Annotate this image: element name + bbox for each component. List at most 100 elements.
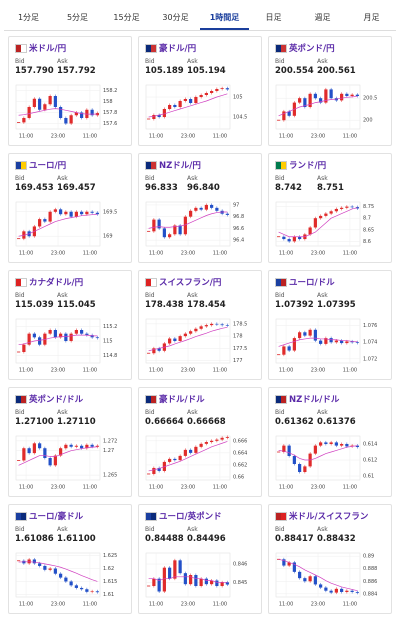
candle: [215, 207, 219, 211]
flag-icon: [15, 44, 27, 53]
ask-value: 200.561: [317, 66, 356, 76]
pair-name[interactable]: 英ポンド/ドル: [29, 395, 84, 405]
x-tick-label: 23:00: [311, 134, 325, 140]
candle: [48, 330, 52, 334]
y-tick-label: 0.888: [363, 566, 377, 572]
candle: [183, 216, 187, 235]
y-tick-label: 115: [103, 339, 113, 345]
candle: [69, 211, 73, 217]
pair-name[interactable]: 米ドル/円: [29, 44, 67, 54]
candle: [85, 211, 89, 215]
y-tick-label: 96.6: [233, 226, 244, 232]
y-tick-label: 0.662: [233, 462, 247, 468]
bid-label: Bid: [145, 292, 155, 299]
candle: [334, 340, 338, 343]
timeframe-tab[interactable]: 月足: [363, 13, 380, 22]
y-tick-label: 0.666: [233, 438, 247, 444]
ask-value: 115.045: [57, 300, 96, 310]
rate-card[interactable]: カナダドル/円 Bid Ask 115.039 115.045 115.2 115 114.8…: [8, 270, 132, 380]
y-tick-label: 96.4: [233, 238, 244, 244]
candle: [319, 340, 323, 344]
timeframe-tab[interactable]: 1分足: [17, 13, 40, 22]
candle: [22, 118, 26, 123]
candle: [48, 458, 52, 466]
pair-name[interactable]: ユーロ/英ポンド: [159, 512, 222, 522]
bid-value: 0.84488: [145, 534, 184, 544]
candle: [173, 338, 177, 341]
candle: [340, 93, 344, 101]
candle: [173, 225, 177, 235]
candle: [313, 218, 317, 228]
pair-name[interactable]: カナダドル/円: [29, 278, 84, 288]
candle: [324, 213, 328, 216]
pair-name[interactable]: 豪ドル/円: [159, 44, 197, 54]
pair-name[interactable]: 米ドル/スイスフラン: [289, 512, 369, 522]
rate-card[interactable]: ユーロ/豪ドル Bid Ask 1.61086 1.61100 1.625 1.62 1.61…: [8, 504, 132, 614]
x-tick-label: 11:00: [19, 251, 33, 257]
candle: [80, 211, 84, 215]
rate-card[interactable]: NZドル/ドル Bid Ask 0.61362 0.61376 0.614 0.612 0.6…: [268, 387, 392, 497]
flag-icon: [145, 44, 157, 53]
rate-card[interactable]: ユーロ/円 Bid Ask 169.453 169.457 169.5 169 11:00 23…: [8, 153, 132, 263]
candle: [74, 112, 78, 116]
rate-card[interactable]: 豪ドル/ドル Bid Ask 0.66664 0.66668 0.666 0.664 0.66…: [138, 387, 262, 497]
candle: [287, 239, 291, 242]
y-tick-label: 178: [233, 334, 243, 340]
candle: [178, 225, 182, 235]
candle: [345, 341, 349, 344]
rate-card[interactable]: 英ポンド/ドル Bid Ask 1.27100 1.27110 1.272 1.27 1.26…: [8, 387, 132, 497]
candle: [345, 206, 349, 208]
pair-name[interactable]: 豪ドル/ドル: [159, 395, 205, 405]
bid-label: Bid: [275, 175, 285, 182]
bid-value: 1.27100: [15, 417, 54, 427]
rate-card[interactable]: 米ドル/スイスフラン Bid Ask 0.88417 0.88432 0.89 0.888 0…: [268, 504, 392, 614]
pair-name[interactable]: ユーロ/円: [29, 161, 67, 171]
candle: [292, 562, 296, 572]
candle: [350, 445, 354, 447]
pair-name[interactable]: NZドル/円: [159, 161, 201, 171]
rate-card[interactable]: 米ドル/円 Bid Ask 157.790 157.792 158.2 158 157.8 15…: [8, 36, 132, 146]
mini-chart: 8.75 8.7 8.65 8.6 11:00 23:00 11:00: [275, 201, 374, 257]
pair-name[interactable]: スイスフラン/円: [159, 278, 222, 288]
rate-card[interactable]: スイスフラン/円 Bid Ask 178.438 178.454 178.5 178 177.…: [138, 270, 262, 380]
candle: [168, 234, 172, 238]
x-tick-label: 11:00: [149, 368, 163, 374]
timeframe-tab[interactable]: 5分足: [66, 13, 89, 22]
candle: [90, 444, 94, 447]
pair-name[interactable]: NZドル/ドル: [289, 395, 340, 405]
candle: [95, 337, 99, 339]
timeframe-tab[interactable]: 1時間足: [200, 8, 249, 30]
rate-card[interactable]: ユーロ/英ポンド Bid Ask 0.84488 0.84496 0.846 0.845 11…: [138, 504, 262, 614]
candle: [194, 207, 198, 211]
y-tick-label: 200.5: [363, 96, 377, 102]
rate-card[interactable]: NZドル/円 Bid Ask 96.833 96.840 97 96.8 96.6 96.4 11…: [138, 153, 262, 263]
timeframe-tab[interactable]: 日足: [265, 13, 282, 22]
rate-card[interactable]: ユーロ/ドル Bid Ask 1.07392 1.07395 1.076 1.074 1.07…: [268, 270, 392, 380]
pair-name[interactable]: ユーロ/豪ドル: [29, 512, 84, 522]
rate-card[interactable]: ランド/円 Bid Ask 8.742 8.751 8.75 8.7 8.65 8.6 11:00…: [268, 153, 392, 263]
rate-card[interactable]: 豪ドル/円 Bid Ask 105.189 105.194 105 104.5 11:00 23…: [138, 36, 262, 146]
candle: [340, 444, 344, 446]
x-tick-label: 11:00: [19, 368, 33, 374]
timeframe-tab[interactable]: 30分足: [162, 13, 189, 22]
rate-card[interactable]: 英ポンド/円 Bid Ask 200.554 200.561 200.5 200 11:00 2…: [268, 36, 392, 146]
candle: [350, 94, 354, 96]
timeframe-tab[interactable]: 15分足: [113, 13, 140, 22]
candle: [189, 331, 193, 334]
pair-name[interactable]: 英ポンド/円: [289, 44, 335, 54]
pair-name[interactable]: ユーロ/ドル: [289, 278, 335, 288]
x-tick-label: 11:00: [343, 485, 357, 491]
candle: [355, 445, 359, 448]
ask-value: 0.66668: [187, 417, 226, 427]
y-tick-label: 0.614: [363, 442, 377, 448]
candle: [308, 227, 312, 235]
candle: [345, 444, 349, 447]
candle: [329, 338, 333, 343]
candle: [345, 93, 349, 96]
candle: [162, 567, 166, 592]
timeframe-tab[interactable]: 週足: [314, 13, 331, 22]
candle: [329, 442, 333, 444]
pair-name[interactable]: ランド/円: [289, 161, 327, 171]
bid-label: Bid: [275, 292, 285, 299]
x-tick-label: 11:00: [279, 251, 293, 257]
